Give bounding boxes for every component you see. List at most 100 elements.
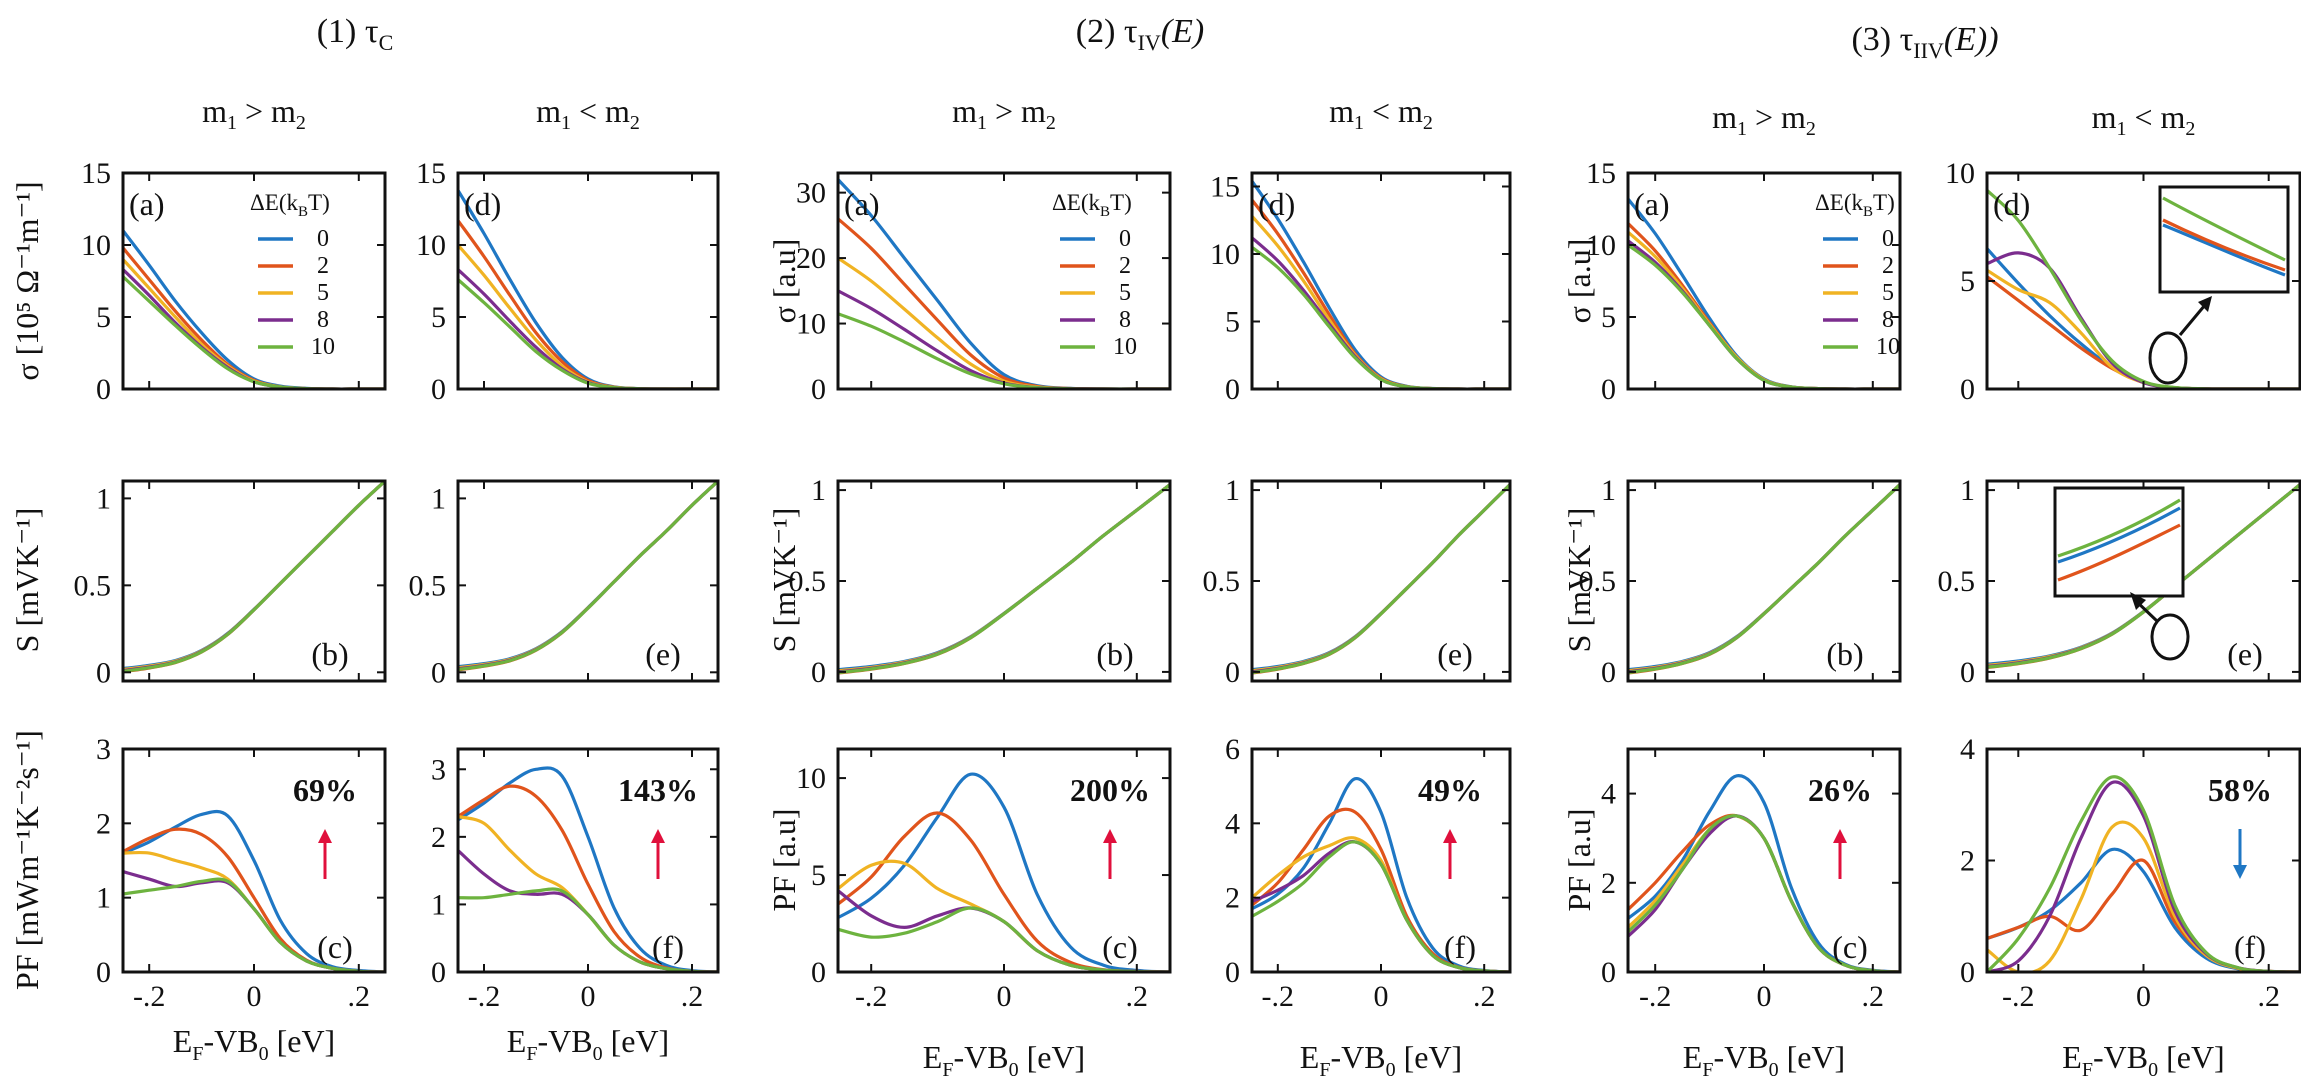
- panel-2-d: 0 5 10 15 (d): [416, 157, 720, 406]
- series-line-10: [1987, 483, 2300, 669]
- y-tick-label: 0.5: [409, 569, 447, 602]
- series-group: [1628, 774, 1900, 972]
- series-group: [1252, 483, 1510, 675]
- y-tick-label: 5: [431, 301, 446, 334]
- panel-letter: (b): [1826, 636, 1863, 672]
- x-axis-label: EF-VB0 [eV]: [2062, 1039, 2224, 1081]
- series-line-2: [838, 217, 1170, 389]
- y-axis-label: S [mVK⁻¹]: [1561, 508, 1597, 653]
- y-tick-label: 0: [1960, 656, 1975, 689]
- y-tick-label: 10: [796, 762, 826, 795]
- y-tick-label: 3: [431, 753, 446, 786]
- y-tick-label: 4: [1601, 778, 1616, 811]
- y-tick-label: 5: [1601, 301, 1616, 334]
- series-group: [1252, 777, 1510, 972]
- series-line-10: [458, 887, 718, 972]
- legend-label: 5: [1119, 280, 1131, 306]
- y-tick-label: 0: [96, 373, 111, 406]
- panel-letter: (e): [2227, 636, 2263, 672]
- y-tick-label: 0: [1601, 656, 1616, 689]
- x-tick-label: 0: [581, 980, 596, 1013]
- inset-frame: [2158, 185, 2290, 294]
- x-axis-label: EF-VB0 [eV]: [507, 1023, 669, 1065]
- series-line-10: [123, 877, 385, 972]
- series-line-2: [1628, 222, 1900, 389]
- series-group: [123, 229, 385, 389]
- y-tick-label: 15: [81, 157, 111, 190]
- panel-6-d: 0 5 10 (d): [1945, 157, 2301, 406]
- panel-letter: (a): [844, 186, 880, 222]
- y-tick-label: 10: [81, 229, 111, 262]
- column-header-2: m1 < m2: [536, 93, 640, 134]
- legend-title: ΔE(kBT): [1052, 190, 1132, 220]
- column-header-5: m1 > m2: [1712, 99, 1816, 140]
- inset-series-line: [2162, 196, 2286, 262]
- legend-label: 8: [317, 307, 329, 333]
- series-line-10: [123, 481, 385, 673]
- y-axis-label: S [mVK⁻¹]: [766, 508, 802, 653]
- panel-5-c: 0 2 4 -.2 0 .2 (c) 26%: [1601, 747, 1902, 1013]
- x-tick-label: 0: [1374, 980, 1389, 1013]
- series-group: [458, 766, 718, 972]
- y-tick-label: 1: [96, 882, 111, 915]
- legend-label: 8: [1119, 307, 1131, 333]
- y-tick-label: 2: [1225, 882, 1240, 915]
- arrow-head-icon: [1443, 829, 1457, 843]
- x-axis-label: EF-VB0 [eV]: [173, 1023, 335, 1065]
- series-line-10: [1987, 775, 2300, 972]
- y-tick-label: 0: [1960, 373, 1975, 406]
- zoom-ellipse: [2150, 613, 2190, 661]
- group-header-3: (3) τIIV(E)): [1851, 21, 1998, 63]
- series-group: [458, 481, 718, 672]
- panel-3-c: 0 5 10 -.2 0 .2 (c) 200%: [796, 747, 1172, 1013]
- panel-1-a: 0 5 10 15 (a): [81, 157, 387, 406]
- panel-letter: (a): [1634, 186, 1670, 222]
- series-line-2: [123, 246, 385, 389]
- group-header-2: (2) τIV(E): [1076, 13, 1204, 55]
- series-group: [123, 809, 385, 972]
- series-group: [1628, 197, 1900, 389]
- y-tick-label: 3: [96, 733, 111, 766]
- series-line-10: [458, 278, 718, 389]
- y-tick-label: 0: [811, 956, 826, 989]
- legend-label: 2: [1119, 253, 1131, 279]
- y-tick-label: 0: [431, 956, 446, 989]
- x-tick-label: 0: [1757, 980, 1772, 1013]
- series-line-10: [1628, 814, 1900, 972]
- percent-annotation: 200%: [1070, 772, 1150, 808]
- legend-label: 0: [317, 226, 329, 252]
- y-tick-label: 20: [796, 242, 826, 275]
- panel-letter: (f): [2234, 929, 2266, 965]
- series-group: [123, 481, 385, 674]
- series-line-0: [838, 772, 1170, 972]
- y-tick-label: 6: [1225, 733, 1240, 766]
- arrow-head-icon: [2130, 592, 2146, 610]
- legend-label: 8: [1882, 307, 1894, 333]
- panel-letter: (f): [1444, 929, 1476, 965]
- series-line-5: [123, 258, 385, 389]
- y-tick-label: 0.5: [74, 569, 112, 602]
- column-header-3: m1 > m2: [952, 93, 1056, 134]
- series-line-8: [458, 268, 718, 389]
- legend-title: ΔE(kBT): [1815, 190, 1895, 220]
- y-tick-label: 1: [1960, 474, 1975, 507]
- y-tick-label: 30: [796, 177, 826, 210]
- series-line-10: [1252, 483, 1510, 675]
- y-tick-label: 5: [96, 301, 111, 334]
- y-tick-label: 0: [431, 373, 446, 406]
- x-tick-label: -.2: [133, 980, 166, 1013]
- x-tick-label: -.2: [1639, 980, 1672, 1013]
- panel-4-d: 0 5 10 15 (d): [1210, 171, 1512, 406]
- panel-6-f: 0 2 4 -.2 0 .2 (f) 58%: [1960, 733, 2301, 1013]
- y-tick-label: 0.5: [1579, 565, 1617, 598]
- y-axis-label: PF [mWm⁻¹K⁻²s⁻¹]: [9, 730, 45, 990]
- x-tick-label: .2: [1126, 980, 1149, 1013]
- inset-series-line: [2057, 506, 2181, 564]
- y-tick-label: 0: [431, 656, 446, 689]
- y-tick-label: 4: [1960, 733, 1975, 766]
- y-tick-label: 0: [1225, 956, 1240, 989]
